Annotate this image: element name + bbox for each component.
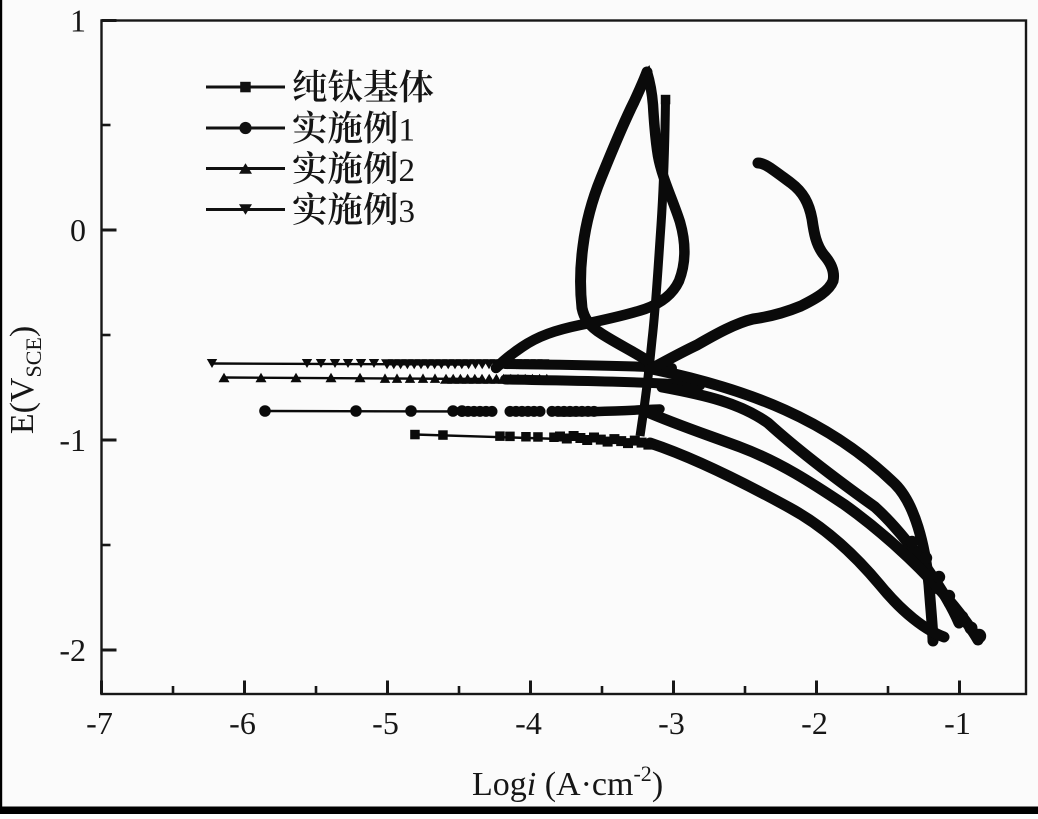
svg-text:-1: -1 — [59, 422, 86, 458]
svg-text:1: 1 — [70, 3, 86, 39]
svg-text:-6: -6 — [229, 705, 256, 741]
svg-text:2: 2 — [399, 153, 416, 189]
svg-text:-2: -2 — [59, 632, 86, 668]
svg-text:0: 0 — [70, 212, 86, 248]
svg-text:-5: -5 — [372, 705, 399, 741]
svg-text:1: 1 — [399, 113, 416, 149]
svg-text:Logi (A·cm-2): Logi (A·cm-2) — [472, 761, 663, 803]
svg-text:-4: -4 — [515, 705, 542, 741]
svg-text:-7: -7 — [86, 705, 113, 741]
svg-text:3: 3 — [399, 194, 416, 230]
svg-text:-1: -1 — [944, 705, 971, 741]
svg-text:-3: -3 — [658, 705, 685, 741]
svg-text:-2: -2 — [801, 705, 828, 741]
